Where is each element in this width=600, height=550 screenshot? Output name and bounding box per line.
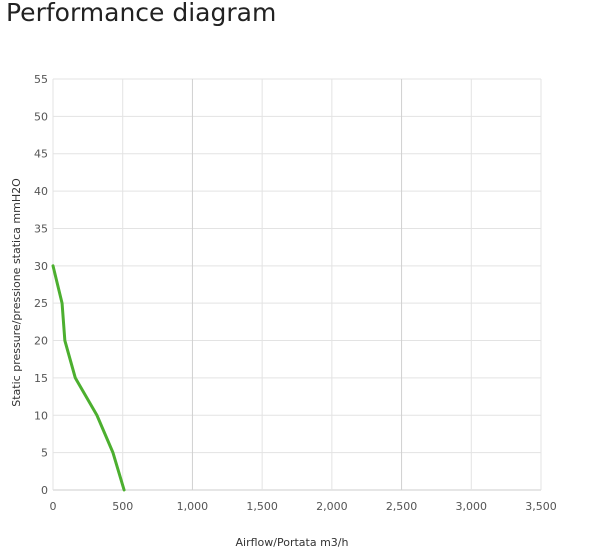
x-tick-label: 3,500 xyxy=(525,500,557,513)
x-axis-label: Airflow/Portata m3/h xyxy=(236,536,349,549)
y-tick-label: 30 xyxy=(34,260,48,273)
x-tick-label: 0 xyxy=(50,500,57,513)
y-tick-label: 15 xyxy=(34,372,48,385)
x-tick-label: 2,000 xyxy=(316,500,348,513)
x-tick-label: 500 xyxy=(112,500,133,513)
x-tick-label: 1,000 xyxy=(177,500,209,513)
y-tick-label: 40 xyxy=(34,185,48,198)
y-tick-label: 5 xyxy=(41,447,48,460)
y-tick-label: 0 xyxy=(41,484,48,497)
y-tick-label: 35 xyxy=(34,222,48,235)
y-tick-label: 25 xyxy=(34,297,48,310)
y-tick-label: 20 xyxy=(34,335,48,348)
y-tick-label: 55 xyxy=(34,73,48,86)
x-tick-label: 1,500 xyxy=(246,500,278,513)
y-tick-label: 10 xyxy=(34,409,48,422)
y-axis-label: Static pressure/pressione statica mmH2O xyxy=(10,178,23,407)
y-tick-label: 45 xyxy=(34,148,48,161)
y-tick-label: 50 xyxy=(34,110,48,123)
series-line xyxy=(51,264,126,492)
page-title: Performance diagram xyxy=(6,0,277,27)
x-tick-label: 2,500 xyxy=(386,500,418,513)
x-tick-label: 3,000 xyxy=(456,500,488,513)
